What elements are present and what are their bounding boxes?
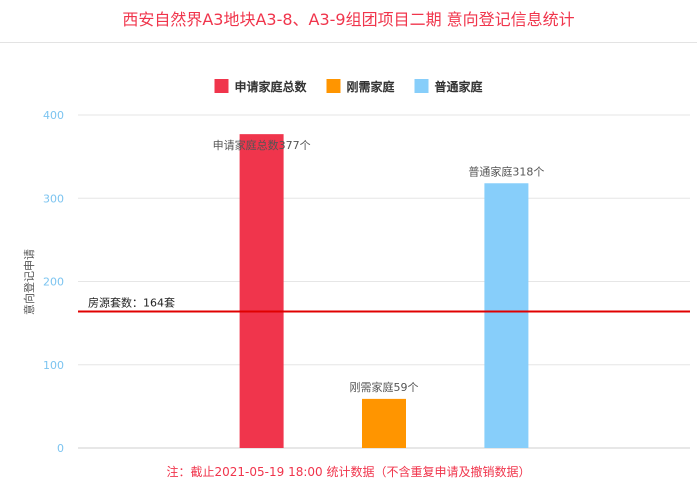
legend-label: 申请家庭总数 xyxy=(235,79,308,94)
y-tick-label: 0 xyxy=(57,442,64,455)
legend-label: 普通家庭 xyxy=(435,79,483,94)
y-tick-label: 100 xyxy=(43,359,64,372)
legend-swatch xyxy=(326,79,341,93)
legend-swatch xyxy=(414,79,429,93)
y-tick-label: 300 xyxy=(43,192,64,205)
bar xyxy=(239,134,284,448)
bar xyxy=(362,398,406,448)
bar-data-label: 普通家庭318个 xyxy=(468,164,544,178)
bar-data-label: 申请家庭总数377个 xyxy=(213,138,311,152)
legend-label: 刚需家庭 xyxy=(347,79,395,94)
page-title: 西安自然界A3地块A3-8、A3-9组团项目二期 意向登记信息统计 xyxy=(122,10,575,29)
bar-data-label: 刚需家庭59个 xyxy=(350,380,419,394)
reference-line-label: 房源套数：164套 xyxy=(88,295,175,309)
bar xyxy=(484,183,529,448)
y-axis-label: 意向登记申请 xyxy=(22,249,36,315)
footnote: 注：截止2021-05-19 18:00 统计数据（不含重复申请及撤销数据） xyxy=(166,465,531,479)
legend-swatch xyxy=(214,79,229,93)
y-tick-label: 200 xyxy=(43,276,64,289)
header-divider xyxy=(0,42,697,43)
y-tick-label: 400 xyxy=(43,109,64,122)
